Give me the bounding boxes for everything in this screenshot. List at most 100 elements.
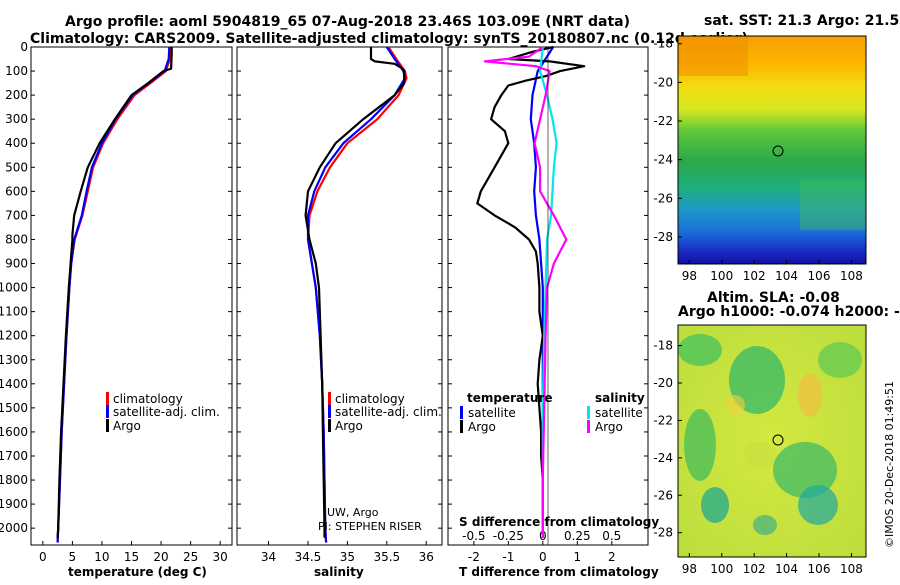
legend-temp-satellite: satellite [468, 406, 516, 420]
sla-map-title-1: Altim. SLA: -0.08 [707, 290, 840, 306]
depth-axis: 0 100 200 300 400 500 600 700 800 900 1000 1100 1200… [0, 40, 648, 535]
map-lon-tick-label: 100 [710, 269, 733, 283]
sst-map-lat-axis: -18 -20 -22 -24 -26 -28 [653, 37, 682, 244]
depth-tick-label: 700 [5, 208, 28, 222]
map-lat-tick-label: -28 [653, 526, 673, 540]
watermark: ©IMOS 20-Dec-2018 01:49:51 [883, 381, 896, 548]
x-tick-label: 0 [539, 550, 547, 564]
s-diff-tick-label: -0.5 [462, 529, 485, 543]
legend-satellite: satellite-adj. clim. [113, 405, 220, 419]
s-diff-tick-label: 0.5 [602, 529, 621, 543]
difference-legend: temperature satellite Argo salinity sate… [460, 391, 645, 434]
series-line-argo [304, 47, 406, 538]
legend-sal-satellite: satellite [595, 406, 643, 420]
x-tick-label: 34.5 [295, 550, 322, 564]
legend-temperature-heading: temperature [467, 391, 552, 405]
map-lon-tick-label: 106 [808, 562, 831, 576]
depth-tick-label: 2000 [0, 521, 28, 535]
credit-line-2: PI: STEPHEN RISER [318, 520, 422, 533]
depth-tick-label: 1800 [0, 473, 28, 487]
legend-swatch-temp-argo [460, 420, 463, 433]
sla-map-lon-axis: 98 100 102 104 106 108 [682, 553, 863, 576]
legend-climatology: climatology [113, 392, 183, 406]
legend-swatch-climatology [106, 392, 109, 405]
x-tick-label: 34 [261, 550, 276, 564]
depth-tick-label: 300 [5, 112, 28, 126]
depth-tick-label: 0 [20, 40, 28, 54]
argo-location-marker [772, 434, 784, 446]
temperature-x-axis: 0 5 10 15 20 25 30 [39, 541, 228, 564]
map-lon-tick-label: 102 [743, 562, 766, 576]
legend-argo: Argo [113, 419, 141, 433]
depth-tick-label: 1200 [0, 329, 28, 343]
series-line-temperature-argo [476, 45, 586, 538]
depth-tick-label: 500 [5, 160, 28, 174]
depth-tick-label: 1300 [0, 353, 28, 367]
map-lon-tick-label: 108 [840, 269, 863, 283]
x-tick-label: -1 [502, 550, 514, 564]
legend-swatch-argo [328, 419, 331, 432]
x-tick-label: 15 [124, 550, 139, 564]
depth-tick-label: 1700 [0, 449, 28, 463]
sla-map [677, 324, 867, 558]
sla-map-lat-axis: -18 -20 -22 -24 -26 -28 [653, 339, 682, 540]
s-difference-axis-label: S difference from climatology [459, 515, 659, 529]
profile-lines [56, 45, 586, 543]
legend-swatch-satellite [106, 405, 109, 418]
legend-swatch-climatology [328, 392, 331, 405]
depth-tick-label: 1600 [0, 425, 28, 439]
temperature-legend: climatology satellite-adj. clim. Argo [106, 392, 220, 433]
x-tick-label: 1 [573, 550, 581, 564]
map-lon-tick-label: 100 [710, 562, 733, 576]
map-lon-tick-label: 106 [808, 269, 831, 283]
map-lon-tick-label: 108 [840, 562, 863, 576]
legend-swatch-sal-satellite [587, 406, 590, 419]
map-lat-tick-label: -24 [653, 153, 673, 167]
series-line-salinity-argo [483, 46, 568, 538]
map-lat-tick-label: -26 [653, 191, 673, 205]
legend-swatch-satellite [328, 405, 331, 418]
depth-tick-label: 1500 [0, 401, 28, 415]
s-diff-tick-label: 0.25 [564, 529, 591, 543]
x-tick-label: 10 [94, 550, 109, 564]
x-tick-label: 30 [213, 550, 228, 564]
depth-tick-label: 900 [5, 257, 28, 271]
s-diff-tick-label: -0.25 [493, 529, 524, 543]
map-lat-tick-label: -18 [653, 339, 673, 353]
map-lon-tick-label: 98 [682, 269, 697, 283]
x-tick-label: -2 [468, 550, 480, 564]
legend-swatch-sal-argo [587, 420, 590, 433]
sst-map [677, 35, 867, 265]
legend-swatch-temp-satellite [460, 406, 463, 419]
map-lon-tick-label: 104 [775, 269, 798, 283]
x-tick-label: 25 [183, 550, 198, 564]
map-lat-tick-label: -18 [653, 37, 673, 51]
depth-tick-label: 1100 [0, 305, 28, 319]
salinity-x-axis: 34 34.5 35 35.5 36 [261, 541, 434, 564]
x-tick-label: 35 [340, 550, 355, 564]
legend-climatology: climatology [335, 392, 405, 406]
depth-tick-label: 1000 [0, 281, 28, 295]
salinity-axis-label: salinity [314, 565, 364, 579]
map-lat-tick-label: -20 [653, 75, 673, 89]
legend-satellite: satellite-adj. clim. [335, 405, 442, 419]
difference-top-axis: -0.5 -0.25 0 0.25 0.5 [462, 529, 621, 543]
legend-argo: Argo [335, 419, 363, 433]
title-line-2: Climatology: CARS2009. Satellite-adjuste… [30, 31, 748, 47]
depth-tick-label: 200 [5, 88, 28, 102]
depth-tick-label: 600 [5, 184, 28, 198]
series-line-argo [56, 47, 173, 538]
map-lat-tick-label: -24 [653, 451, 673, 465]
x-tick-label: 35.5 [373, 550, 400, 564]
x-tick-label: 0 [39, 550, 47, 564]
map-lon-tick-label: 102 [743, 269, 766, 283]
map-lon-tick-label: 104 [775, 562, 798, 576]
salinity-panel [236, 46, 443, 546]
depth-tick-label: 1400 [0, 377, 28, 391]
map-lat-tick-label: -22 [653, 114, 673, 128]
legend-sal-argo: Argo [595, 420, 623, 434]
depth-tick-label: 100 [5, 64, 28, 78]
legend-swatch-argo [106, 419, 109, 432]
map-lat-tick-label: -26 [653, 488, 673, 502]
temperature-axis-label: temperature (deg C) [68, 565, 207, 579]
